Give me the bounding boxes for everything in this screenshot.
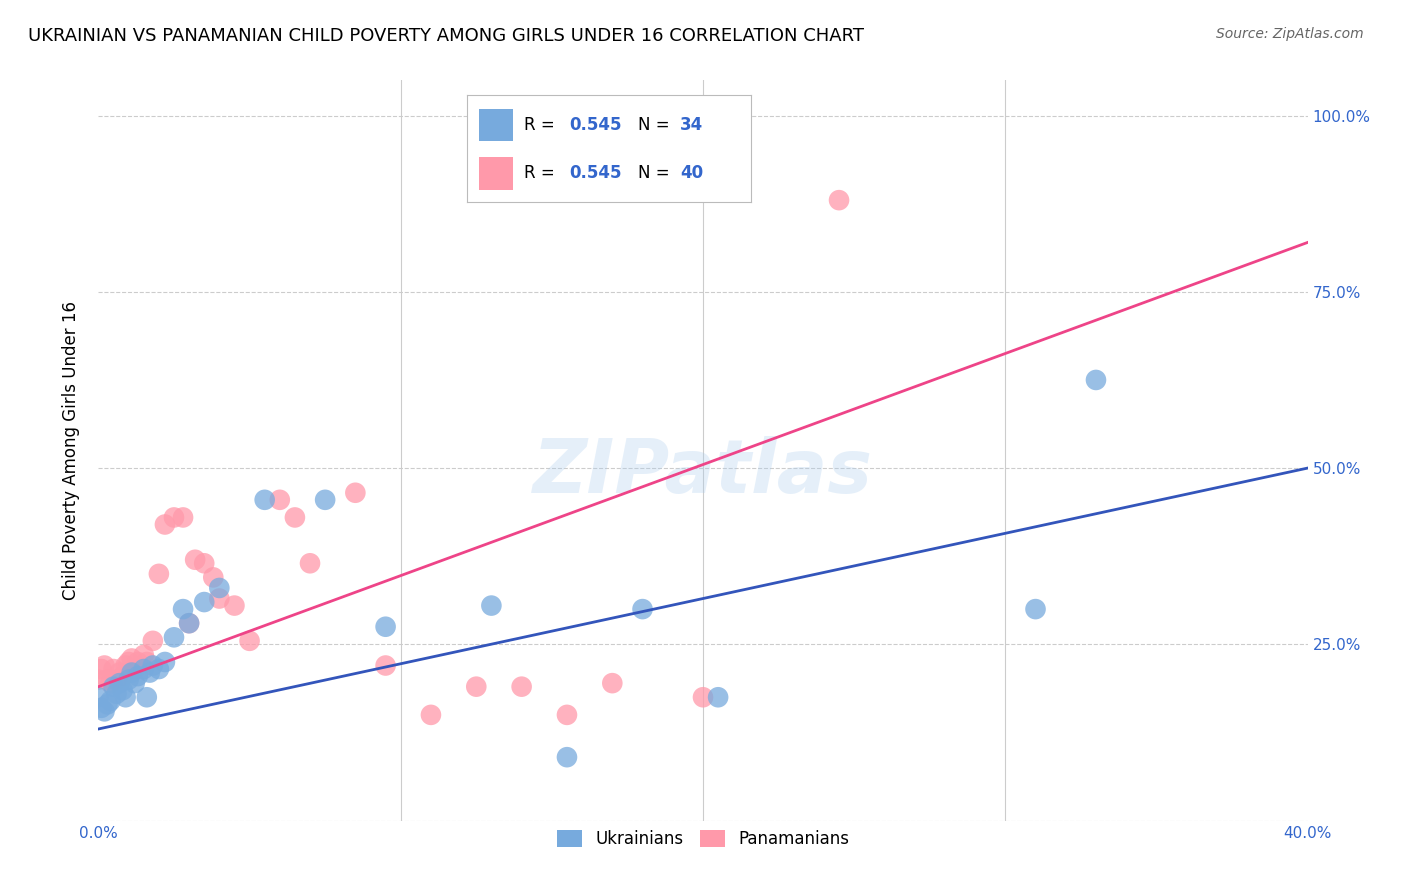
Point xyxy=(284,510,307,524)
Point xyxy=(239,633,262,648)
Point xyxy=(314,492,336,507)
Point xyxy=(202,570,225,584)
Text: Source: ZipAtlas.com: Source: ZipAtlas.com xyxy=(1216,27,1364,41)
Point xyxy=(108,676,131,690)
Point xyxy=(555,707,578,722)
Point xyxy=(87,690,110,705)
Point xyxy=(193,595,215,609)
Point xyxy=(153,517,176,532)
Point xyxy=(100,676,122,690)
Point xyxy=(135,690,157,705)
Point xyxy=(465,680,488,694)
Point xyxy=(90,662,112,676)
Point xyxy=(208,581,231,595)
Point xyxy=(132,662,155,676)
Point xyxy=(184,553,207,567)
Point xyxy=(692,690,714,705)
Point xyxy=(374,658,396,673)
Point xyxy=(105,673,128,687)
Point xyxy=(602,676,624,690)
Point xyxy=(510,680,533,694)
Point xyxy=(253,492,276,507)
Point xyxy=(163,630,186,644)
Point xyxy=(299,556,322,570)
Point xyxy=(148,662,170,676)
Point xyxy=(163,510,186,524)
Point xyxy=(90,701,112,715)
Point xyxy=(1024,602,1046,616)
Point xyxy=(105,687,128,701)
Point xyxy=(148,566,170,581)
Point xyxy=(135,655,157,669)
Point xyxy=(179,616,201,631)
Point xyxy=(828,193,851,207)
Point xyxy=(103,680,125,694)
Point xyxy=(555,750,578,764)
Point xyxy=(127,669,149,683)
Text: UKRAINIAN VS PANAMANIAN CHILD POVERTY AMONG GIRLS UNDER 16 CORRELATION CHART: UKRAINIAN VS PANAMANIAN CHILD POVERTY AM… xyxy=(28,27,865,45)
Point xyxy=(224,599,246,613)
Point xyxy=(142,658,165,673)
Point xyxy=(481,599,503,613)
Point xyxy=(153,655,176,669)
Point xyxy=(111,683,134,698)
Point xyxy=(96,673,118,687)
Point xyxy=(139,665,162,680)
Point xyxy=(142,633,165,648)
Point xyxy=(114,690,136,705)
Point xyxy=(118,655,141,669)
Point xyxy=(269,492,291,507)
Point xyxy=(121,651,143,665)
Text: ZIPatlas: ZIPatlas xyxy=(533,436,873,509)
Point xyxy=(172,602,194,616)
Y-axis label: Child Poverty Among Girls Under 16: Child Poverty Among Girls Under 16 xyxy=(62,301,80,600)
Point xyxy=(208,591,231,606)
Point xyxy=(96,698,118,712)
Point xyxy=(121,665,143,680)
Point xyxy=(93,704,115,718)
Point xyxy=(124,676,146,690)
Point xyxy=(127,655,149,669)
Point xyxy=(111,669,134,683)
Point xyxy=(100,694,122,708)
Point xyxy=(172,510,194,524)
Point xyxy=(420,707,443,722)
Point xyxy=(124,662,146,676)
Point xyxy=(707,690,730,705)
Point xyxy=(93,658,115,673)
Point xyxy=(87,673,110,687)
Point xyxy=(344,485,367,500)
Point xyxy=(132,648,155,662)
Point xyxy=(193,556,215,570)
Point xyxy=(103,662,125,676)
Point xyxy=(179,616,201,631)
Legend: Ukrainians, Panamanians: Ukrainians, Panamanians xyxy=(548,822,858,856)
Point xyxy=(118,673,141,687)
Point xyxy=(374,620,396,634)
Point xyxy=(1085,373,1108,387)
Point xyxy=(108,665,131,680)
Point xyxy=(114,658,136,673)
Point xyxy=(631,602,654,616)
